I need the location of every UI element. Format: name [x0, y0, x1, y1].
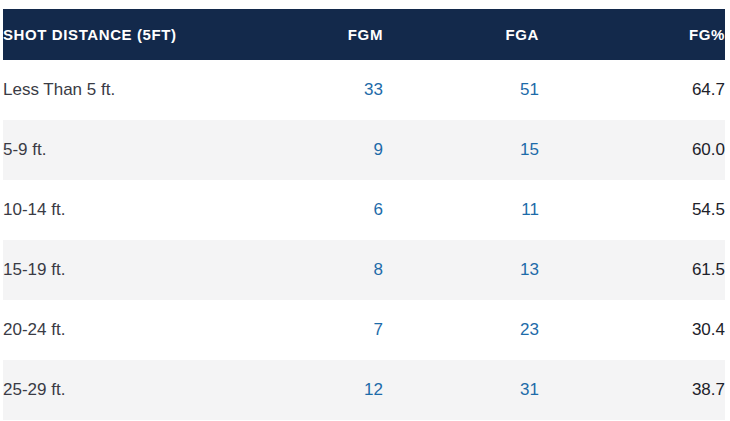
cell-fga[interactable]: 51 — [383, 60, 539, 120]
cell-fgpct: 54.5 — [539, 180, 725, 240]
column-header-fgm[interactable]: FGM — [253, 9, 383, 60]
cell-fgm[interactable]: 6 — [253, 180, 383, 240]
table-header: SHOT DISTANCE (5FT) FGM FGA FG% — [3, 9, 725, 60]
cell-fga[interactable]: 23 — [383, 300, 539, 360]
cell-shot-distance: 20-24 ft. — [3, 300, 253, 360]
table-row: 20-24 ft.72330.4 — [3, 300, 725, 360]
shot-distance-table: SHOT DISTANCE (5FT) FGM FGA FG% Less Tha… — [3, 9, 725, 420]
shot-distance-table-container: SHOT DISTANCE (5FT) FGM FGA FG% Less Tha… — [3, 9, 725, 420]
cell-fgm[interactable]: 8 — [253, 240, 383, 300]
cell-fgm[interactable]: 9 — [253, 120, 383, 180]
table-row: 15-19 ft.81361.5 — [3, 240, 725, 300]
cell-fga[interactable]: 11 — [383, 180, 539, 240]
cell-fgpct: 38.7 — [539, 360, 725, 420]
table-row: Less Than 5 ft.335164.7 — [3, 60, 725, 120]
table-row: 5-9 ft.91560.0 — [3, 120, 725, 180]
cell-fgpct: 60.0 — [539, 120, 725, 180]
table-row: 10-14 ft.61154.5 — [3, 180, 725, 240]
cell-fgm[interactable]: 33 — [253, 60, 383, 120]
cell-shot-distance: 5-9 ft. — [3, 120, 253, 180]
table-body: Less Than 5 ft.335164.75-9 ft.91560.010-… — [3, 60, 725, 420]
column-header-shot-distance[interactable]: SHOT DISTANCE (5FT) — [3, 9, 253, 60]
cell-fgpct: 64.7 — [539, 60, 725, 120]
cell-fgm[interactable]: 7 — [253, 300, 383, 360]
cell-fga[interactable]: 31 — [383, 360, 539, 420]
cell-fgm[interactable]: 12 — [253, 360, 383, 420]
cell-fga[interactable]: 15 — [383, 120, 539, 180]
cell-shot-distance: 25-29 ft. — [3, 360, 253, 420]
cell-fga[interactable]: 13 — [383, 240, 539, 300]
cell-shot-distance: 10-14 ft. — [3, 180, 253, 240]
cell-shot-distance: Less Than 5 ft. — [3, 60, 253, 120]
table-header-row: SHOT DISTANCE (5FT) FGM FGA FG% — [3, 9, 725, 60]
table-row: 25-29 ft.123138.7 — [3, 360, 725, 420]
column-header-fgpct[interactable]: FG% — [539, 9, 725, 60]
cell-fgpct: 61.5 — [539, 240, 725, 300]
cell-fgpct: 30.4 — [539, 300, 725, 360]
column-header-fga[interactable]: FGA — [383, 9, 539, 60]
cell-shot-distance: 15-19 ft. — [3, 240, 253, 300]
